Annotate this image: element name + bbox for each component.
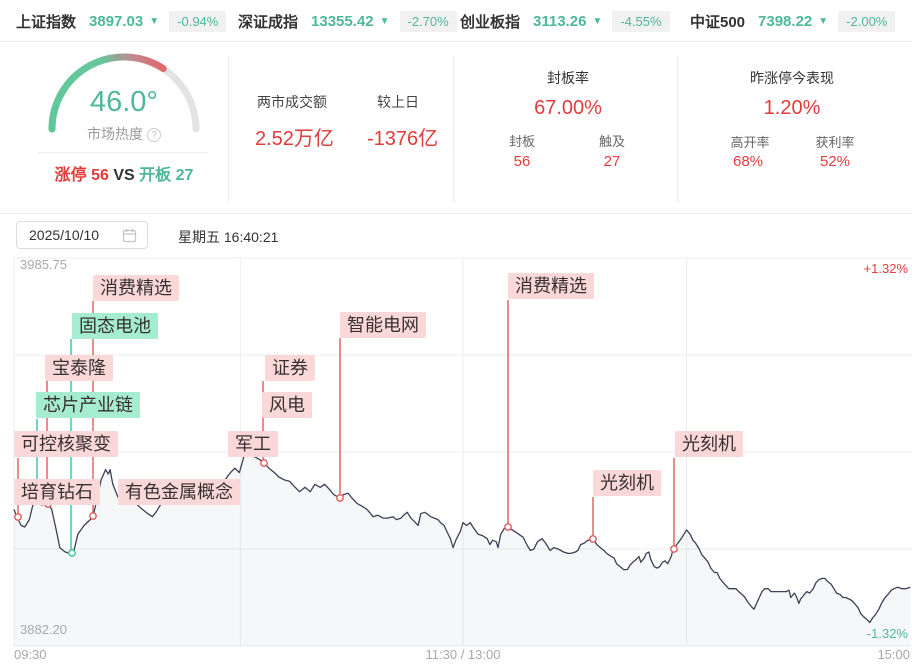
index-value: 3113.26 [533,12,587,30]
market-heat-value: 46.0° [89,86,159,118]
help-icon[interactable]: ? [147,128,161,143]
divider [38,152,208,153]
index-change-badge: -2.70% [399,10,457,32]
turnover-diff-label: 较上日 [377,94,419,110]
seal-rate-value: 67.00% [534,97,602,119]
divider [228,56,229,202]
chart-annotation-label[interactable]: 培育钻石 [14,479,100,505]
touched-count: 27 [603,153,621,170]
index-name: 中证500 [690,13,746,31]
pct-min: -1.32% [866,626,908,641]
turnover-diff-value: -1376亿 [367,128,439,150]
chart-annotation-label[interactable]: 军工 [228,431,278,457]
sealed-count: 56 [513,153,531,170]
limit-up-vs-open: 涨停 56 VS 开板 27 [14,161,234,185]
vs-label: VS [113,167,135,184]
index-value: 7398.22 [758,12,813,30]
chart-annotation-label[interactable]: 有色金属概念 [118,479,240,505]
divider [453,56,454,202]
calendar-icon [122,228,137,242]
pct-max: +1.32% [863,261,908,276]
open-board-label: 开板 [139,167,172,184]
x-tick-open: 09:30 [14,647,47,662]
index-change-badge: -0.94% [169,10,227,32]
chart-annotation-label[interactable]: 光刻机 [675,431,743,457]
limit-up-count: 56 [91,167,109,184]
down-arrow-icon: ▼ [592,15,603,27]
chart-annotation-label[interactable]: 消费精选 [93,275,179,301]
index-change-badge: -4.55% [612,10,670,32]
index-value: 13355.42 [311,12,374,30]
yesterday-value: 1.20% [763,97,821,119]
down-arrow-icon: ▼ [818,15,829,27]
index-name: 上证指数 [16,13,77,31]
y-axis-min: 3882.20 [20,622,67,637]
chart-svg [13,257,912,647]
market-stats-panel: 46.0° 市场热度? 涨停 56 VS 开板 27 两市成交额 2.52万亿 … [0,42,912,214]
x-tick-close: 15:00 [877,647,910,662]
date-value: 2025/10/10 [29,227,100,243]
market-heat-gauge [48,53,200,133]
index-name: 深证成指 [238,13,299,31]
chart-annotation-label[interactable]: 证券 [265,355,315,381]
index-csi500[interactable]: 中证500 7398.22 ▼ -2.00% [690,0,896,42]
high-open-label: 高开率 [730,135,770,150]
date-picker[interactable]: 2025/10/10 [16,221,148,249]
down-arrow-icon: ▼ [149,15,160,27]
index-name: 创业板指 [460,13,521,31]
y-axis-max: 3985.75 [20,257,67,272]
market-heat-label: 市场热度? [54,124,194,144]
limit-up-label: 涨停 [54,167,87,184]
touched-label: 触及 [598,134,625,149]
index-shanghai[interactable]: 上证指数 3897.03 ▼ -0.94% [16,0,227,42]
index-change-badge: -2.00% [838,10,896,32]
x-tick-noon: 11:30 / 13:00 [425,647,501,662]
chart-annotation-label[interactable]: 风电 [262,392,312,418]
index-shenzhen[interactable]: 深证成指 13355.42 ▼ -2.70% [238,0,457,42]
chart-annotation-label[interactable]: 智能电网 [340,312,426,338]
seal-rate-title: 封板率 [547,70,589,86]
sealed-label: 封板 [508,134,535,149]
chart-annotation-label[interactable]: 固态电池 [72,313,158,339]
turnover-label: 两市成交额 [257,94,327,110]
down-arrow-icon: ▼ [379,15,390,27]
weekday-time: 星期五 16:40:21 [178,229,279,245]
turnover-value: 2.52万亿 [255,128,334,150]
chart-annotation-label[interactable]: 宝泰隆 [45,355,113,381]
yesterday-title: 昨涨停今表现 [750,70,834,86]
open-board-count: 27 [175,167,194,184]
profit-label: 获利率 [815,135,855,150]
chart-annotation-label[interactable]: 芯片产业链 [36,392,140,418]
divider [677,56,678,202]
index-chinext[interactable]: 创业板指 3113.26 ▼ -4.55% [460,0,670,42]
date-toolbar: 2025/10/10 星期五 16:40:21 [0,214,912,249]
chart-annotation-label[interactable]: 消费精选 [508,273,594,299]
chart-annotation-label[interactable]: 可控核聚变 [14,431,118,457]
index-value: 3897.03 [89,12,144,30]
intraday-chart[interactable]: 3985.75 3882.20 +1.32% -1.32% 09:30 11:3… [0,249,912,669]
profit-value: 52% [819,153,851,170]
high-open-value: 68% [732,153,764,170]
index-ticker-bar: 上证指数 3897.03 ▼ -0.94% 深证成指 13355.42 ▼ -2… [0,0,912,42]
chart-annotation-label[interactable]: 光刻机 [593,470,661,496]
